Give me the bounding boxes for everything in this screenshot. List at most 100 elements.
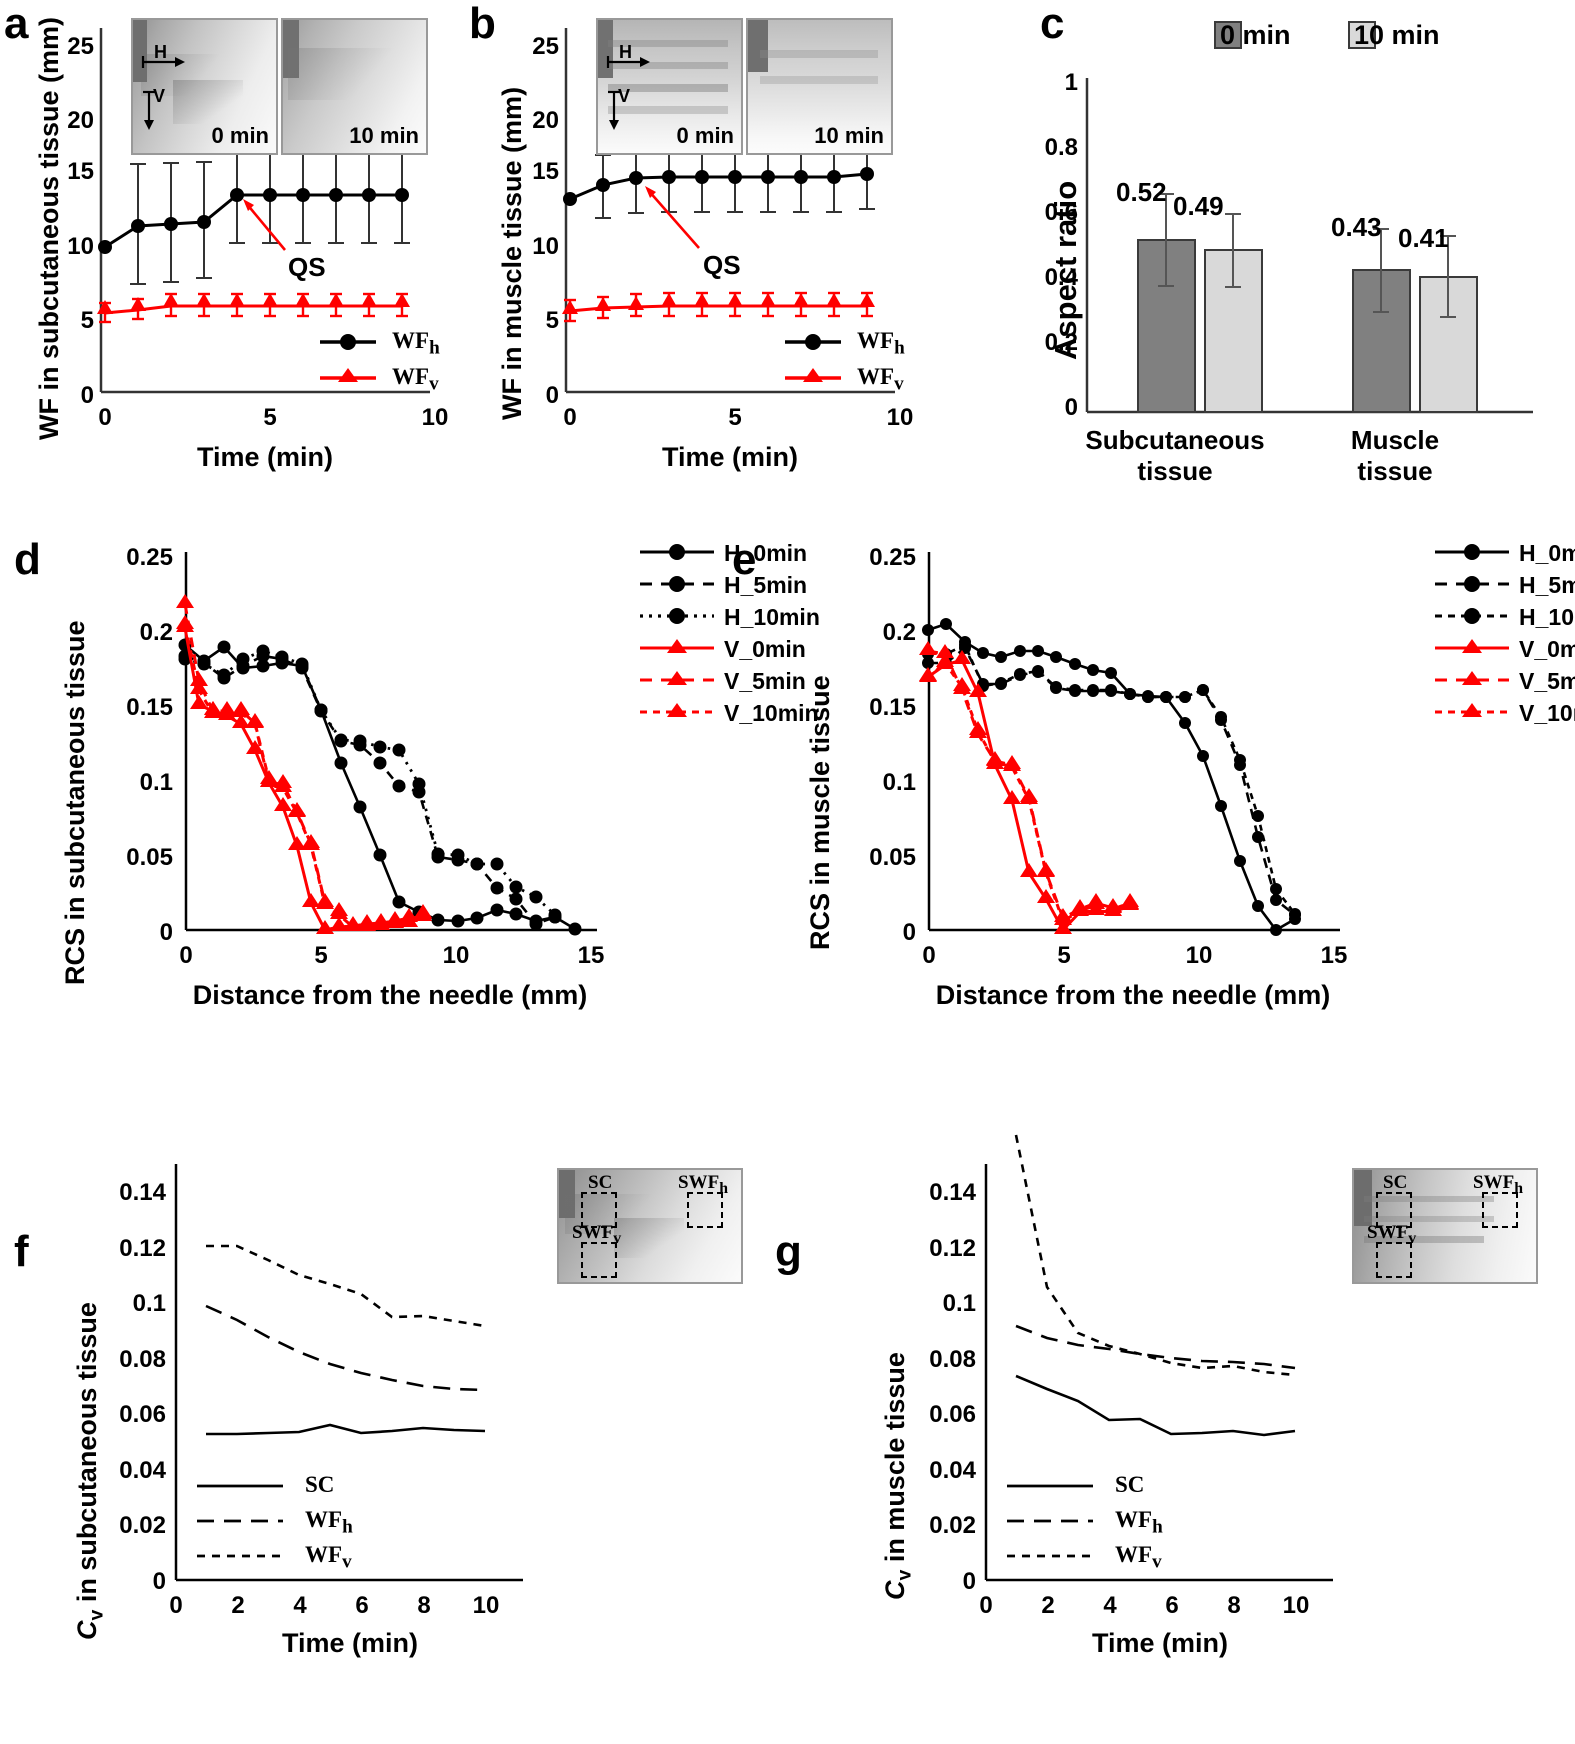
panel-f-legend-wfv: WFv [305,1542,352,1574]
panel-c-plot [1085,21,1533,414]
panel-f-xtick-6: 6 [355,1592,369,1619]
panel-f-legend-wfh-label: WF [305,1507,343,1532]
panel-g-ytick-006: 0.06 [929,1401,976,1428]
panel-c-label: c [1040,0,1065,48]
panel-g-legend-wfv-label: WF [1115,1542,1153,1567]
panel-g-inset-label-swfv: SWFv [1367,1222,1417,1247]
panel-d-plot [176,552,597,936]
panel-g-xlabel: Time (min) [1091,1628,1228,1658]
panel-e-xtick-5: 5 [1057,942,1071,969]
panel-g-legend-sc: SC [1115,1472,1145,1497]
panel-f-legend-wfv-label: WF [305,1542,343,1567]
panel-c-xcat-subcutaneous-line2: tissue [1137,456,1213,486]
panel-a-inset-10min-label: 10 min [349,123,419,148]
panel-b-xtick-5: 5 [728,404,742,431]
panel-c-xcat-muscle-line2: tissue [1357,456,1433,486]
panel-e-xtick-15: 15 [1320,942,1348,969]
panel-f-ytick-002: 0.02 [119,1512,166,1539]
panel-g-ytick-012: 0.12 [929,1235,976,1262]
panel-a-ytick-25: 25 [67,33,94,60]
panel-a-xlabel: Time (min) [196,442,333,472]
panel-c-ytick-1: 1 [1064,69,1078,96]
panel-e-legend-marks [1435,544,1509,717]
panel-d-legend-v-10min: V_10min [724,700,819,726]
panel-b-legend-wfh-label: WF [857,328,895,353]
panel-g-legend-wfv-sub: v [1152,1551,1162,1573]
panel-d-xlabel: Distance from the needle (mm) [192,980,588,1010]
panel-e-legend-v-0min: V_0min [1519,636,1575,662]
panel-b-inset-0min: H V 0 min [596,18,743,155]
panel-e: e RCS in muscle tissue 0 0.05 0.1 0.15 0… [720,530,1575,1060]
panel-c-ytick-02: 0.2 [1044,329,1078,356]
panel-e-ytick-0: 0 [902,919,916,946]
panel-g-xtick-8: 8 [1227,1592,1241,1619]
panel-d-legend-h-0min: H_0min [724,540,808,566]
panel-c-legend-10min: 10 min [1354,20,1440,50]
panel-a-label: a [4,0,29,48]
panel-a: a WF in subcutaneous tissue (mm) 0 5 10 … [0,0,470,500]
panel-a-inset-h-label: H [154,42,167,62]
panel-c-ytick-08: 0.8 [1044,134,1078,161]
panel-f-ytick-012: 0.12 [119,1235,166,1262]
panel-e-plot [919,552,1340,936]
panel-b-ytick-10: 10 [532,233,559,260]
panel-a-ytick-20: 20 [67,107,94,134]
panel-f-ytick-004: 0.04 [119,1457,166,1484]
panel-a-xtick-0: 0 [98,404,112,431]
panel-e-ytick-005: 0.05 [869,844,916,871]
panel-g-ytick-01: 0.1 [942,1290,976,1317]
panel-g-ytick-004: 0.04 [929,1457,976,1484]
panel-f: f Cv in subcutaneous tissue 0 0.02 0.04 … [0,1080,760,1744]
panel-a-legend-wfh-sub: h [429,337,440,359]
panel-d-legend-marks [640,544,714,717]
panel-c-bar-label-sub-0: 0.52 [1116,177,1167,207]
panel-d-ytick-01: 0.1 [139,769,173,796]
panel-d-ytick-005: 0.05 [126,844,173,871]
panel-c-xcat-muscle-line1: Muscle [1350,425,1440,455]
panel-b-ytick-5: 5 [545,307,559,334]
panel-b-inset-h-label: H [619,42,632,62]
panel-g-ytick-002: 0.02 [929,1512,976,1539]
panel-a-legend-wfv-sub: v [429,373,439,395]
panel-a-qs-annotation: QS [288,252,326,282]
panel-f-xtick-8: 8 [417,1592,431,1619]
panel-f-ytick-0: 0 [152,1568,166,1595]
panel-c-xcat-subcutaneous-line1: Subcutaneous [1085,425,1265,455]
panel-e-ytick-02: 0.2 [882,619,916,646]
panel-d-legend-v-0min: V_0min [724,636,806,662]
panel-g-inset-label-sc: SC [1383,1172,1408,1193]
panel-g-ytick-0: 0 [962,1568,976,1595]
panel-c: c Aspect ratio 0 0.2 0.4 0.6 0.8 1 0 min… [930,0,1575,500]
panel-f-xtick-4: 4 [293,1592,307,1619]
panel-a-legend-marks [320,334,376,382]
panel-b-legend-marks [785,334,841,382]
panel-b-xlabel: Time (min) [661,442,798,472]
panel-d-ytick-015: 0.15 [126,694,173,721]
panel-f-label: f [14,1227,29,1276]
panel-c-ytick-04: 0.4 [1044,264,1078,291]
panel-b-xtick-10: 10 [886,404,914,431]
panel-f-inset-box-swfv [581,1242,617,1278]
panel-c-ytick-0: 0 [1064,394,1078,421]
panel-b-legend-wfv-sub: v [894,373,904,395]
panel-a-inset-0min: H V 0 min [131,18,278,155]
panel-e-ytick-015: 0.15 [869,694,916,721]
panel-e-legend-h-5min: H_5min [1519,572,1575,598]
panel-d-legend-v-5min: V_5min [724,668,806,694]
panel-f-ylabel-symbol: C [72,1620,102,1641]
panel-a-ytick-5: 5 [80,307,94,334]
panel-g-xtick-4: 4 [1103,1592,1117,1619]
panel-f-xtick-0: 0 [169,1592,183,1619]
panel-a-xtick-5: 5 [263,404,277,431]
panel-b-inset-10min-label: 10 min [814,123,884,148]
panel-e-ytick-025: 0.25 [869,544,916,571]
panel-f-inset-box-sc [581,1192,617,1228]
panel-d-legend-h-5min: H_5min [724,572,808,598]
panel-f-ytick-014: 0.14 [119,1179,166,1206]
panel-d-ytick-02: 0.2 [139,619,173,646]
panel-b-xtick-0: 0 [563,404,577,431]
panel-f-xlabel: Time (min) [281,1628,418,1658]
panel-f-inset: SC SWFh SWFv [557,1168,743,1284]
panel-a-ytick-15: 15 [67,158,94,185]
panel-a-inset-10min: 10 min [281,18,428,155]
